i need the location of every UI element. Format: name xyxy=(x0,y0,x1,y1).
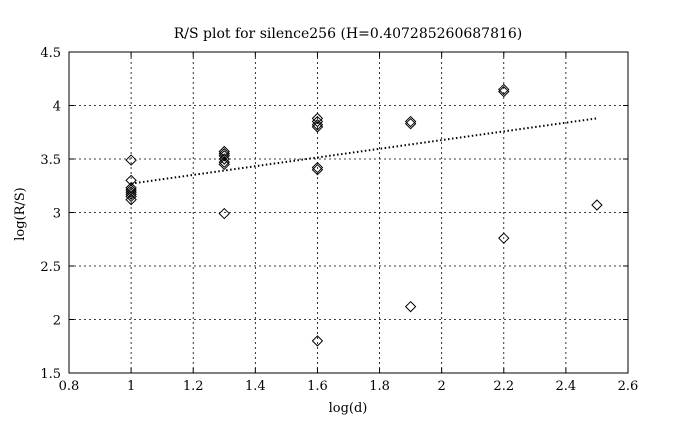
data-point-diamond xyxy=(591,199,603,211)
data-point-diamond xyxy=(125,190,137,203)
data-point-diamond xyxy=(404,117,417,130)
data-point-diamond xyxy=(218,207,230,220)
x-tick-label: 1.4 xyxy=(245,379,266,394)
fit-line xyxy=(130,117,598,185)
x-tick-label: 0.8 xyxy=(59,379,80,394)
x-axis-label: log(d) xyxy=(329,401,368,416)
data-point-diamond xyxy=(125,188,137,201)
x-tick-label: 2.2 xyxy=(493,379,514,394)
x-tick-label: 1 xyxy=(127,379,135,394)
data-point-diamond xyxy=(498,232,510,244)
data-point-diamond xyxy=(311,112,324,125)
data-point-diamond xyxy=(125,193,137,206)
grid-layer xyxy=(69,52,628,373)
data-point-diamond xyxy=(125,154,137,166)
data-point-diamond xyxy=(498,83,510,96)
y-tick-label: 3 xyxy=(53,207,61,222)
data-point-diamond xyxy=(498,85,510,98)
y-axis-label: log(R/S) xyxy=(13,187,28,241)
data-point-diamond xyxy=(218,158,230,171)
data-point-diamond xyxy=(404,115,417,128)
point-layer xyxy=(125,83,603,347)
data-point-diamond xyxy=(218,150,230,162)
data-point-diamond xyxy=(404,300,417,313)
data-point-diamond xyxy=(125,182,137,194)
x-tick-label: 1.8 xyxy=(369,379,390,394)
x-tick-label: 2.4 xyxy=(556,379,577,394)
chart-title: R/S plot for silence256 (H=0.40728526068… xyxy=(174,26,523,42)
data-point-diamond xyxy=(218,153,230,165)
y-tick-label: 1.5 xyxy=(40,367,61,382)
data-point-diamond xyxy=(218,156,230,168)
data-point-diamond xyxy=(311,335,324,347)
y-tick-label: 2.5 xyxy=(40,260,61,275)
data-point-diamond xyxy=(311,115,324,128)
tick-layer: 0.8 1 1.2 1.4 1.6 1.8 2 2.2 2.4 2.6 1.5 2 2.5 3 3.5 4 4.… xyxy=(40,46,638,394)
x-tick-label: 2 xyxy=(438,379,446,394)
x-tick-label: 2.6 xyxy=(618,379,639,394)
y-tick-label: 2 xyxy=(53,314,61,329)
y-tick-label: 4.5 xyxy=(40,46,61,61)
data-point-diamond xyxy=(125,186,137,198)
x-tick-label: 1.6 xyxy=(307,379,328,394)
data-point-diamond xyxy=(311,121,324,133)
y-tick-label: 4 xyxy=(53,100,61,115)
data-point-diamond xyxy=(311,161,324,174)
y-tick-label: 3.5 xyxy=(40,153,61,168)
x-tick-label: 1.2 xyxy=(183,379,204,394)
data-point-diamond xyxy=(311,119,324,131)
data-point-diamond xyxy=(311,163,324,176)
